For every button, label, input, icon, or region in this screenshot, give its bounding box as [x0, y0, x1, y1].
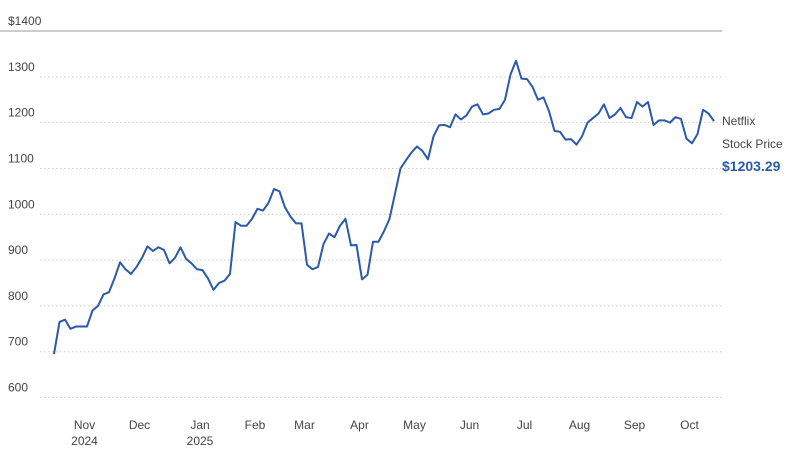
last-value-label: $1203.29 — [722, 158, 781, 174]
y-tick-label: 700 — [8, 335, 28, 349]
x-tick-label: Apr — [350, 418, 369, 432]
y-tick-label: 1000 — [8, 197, 35, 211]
y-tick-label: 1200 — [8, 106, 35, 120]
x-tick-label: Jul — [516, 418, 533, 432]
x-tick-label: Jun — [459, 418, 480, 432]
x-tick-label: Sep — [623, 418, 646, 432]
x-tick-label: May — [403, 418, 426, 432]
x-tick-label: Dec — [128, 418, 151, 432]
y-tick-label: 800 — [8, 289, 28, 303]
x-tick-label: Feb — [244, 418, 266, 432]
series-label: Stock Price — [722, 137, 783, 151]
y-tick-label: 900 — [8, 243, 28, 257]
price-line — [53, 59, 715, 355]
y-tick-label: 1300 — [8, 60, 35, 74]
y-tick-label: 600 — [8, 381, 28, 395]
y-tick-label: $1400 — [8, 14, 42, 28]
x-tick-label: Oct — [680, 418, 699, 432]
y-tick-label: 1100 — [8, 151, 34, 165]
x-tick-label: Nov 2024 — [71, 418, 98, 448]
series-name: Netflix — [722, 114, 755, 128]
x-tick-label: Mar — [294, 418, 315, 432]
x-tick-label: Aug — [568, 418, 591, 432]
x-tick-label: Jan 2025 — [186, 418, 214, 448]
